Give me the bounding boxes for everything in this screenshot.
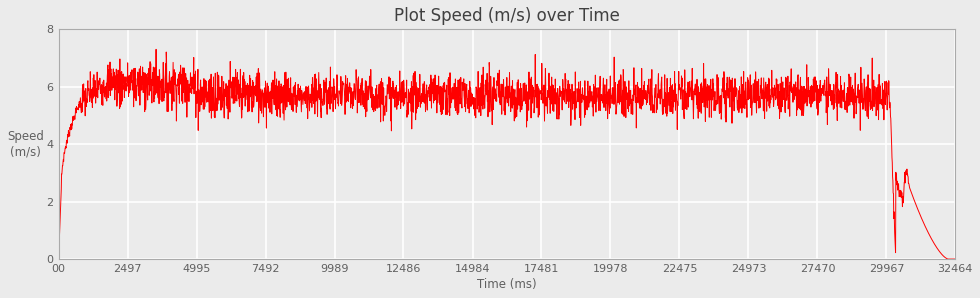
- Title: Plot Speed (m/s) over Time: Plot Speed (m/s) over Time: [394, 7, 620, 25]
- Y-axis label: Speed
(m/s): Speed (m/s): [7, 130, 44, 158]
- X-axis label: Time (ms): Time (ms): [477, 278, 537, 291]
